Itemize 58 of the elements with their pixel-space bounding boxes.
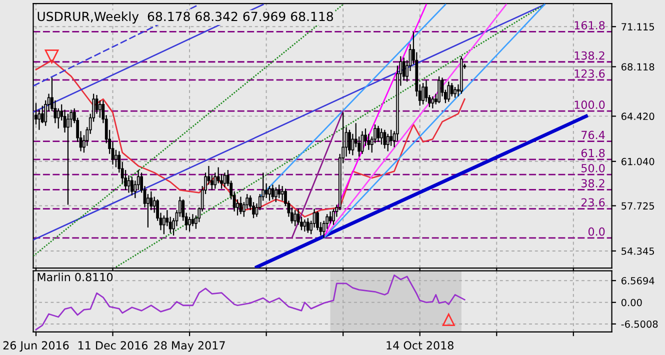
candlestick [454, 86, 456, 98]
candlestick [450, 82, 454, 97]
x-tick-label: 11 Dec 2016 [78, 341, 148, 350]
candlestick [114, 149, 118, 168]
candlestick [223, 172, 226, 188]
candlestick [383, 129, 386, 150]
y-tick-label: 0.00 [621, 298, 642, 306]
y-tick-label: 68.118 [622, 63, 654, 71]
candlestick [390, 129, 393, 146]
candlestick [130, 176, 134, 196]
x-tick-label: 26 Jun 2016 [3, 341, 69, 352]
candlestick [280, 185, 284, 202]
candlestick [239, 196, 242, 215]
candlestick [306, 218, 310, 234]
candlestick [56, 108, 60, 130]
text: USDRUR,Weekly 68.178 68.342 67.969 68.118 [38, 11, 333, 24]
candlestick [264, 182, 268, 199]
line-series [35, 274, 466, 330]
chart-title: Marlin 0.8110 [38, 272, 113, 282]
annotation: 76.4 [582, 130, 605, 140]
candlestick [348, 129, 351, 154]
annotation: 123.6 [574, 69, 605, 78]
y-tick-label: 64.420 [622, 112, 654, 120]
candlestick [431, 96, 434, 109]
annotation: 161.8 [574, 21, 605, 30]
y-tick-label: 54.345 [622, 247, 654, 255]
annotation: 100.0 [574, 100, 605, 109]
annotation: 61.8 [581, 148, 605, 158]
candlestick [188, 216, 191, 232]
annotation: 50.0 [582, 164, 605, 172]
y-tick-label: 71.115 [622, 23, 654, 30]
candlestick [376, 125, 380, 142]
candlestick [66, 113, 70, 206]
candlestick [274, 186, 278, 203]
candlestick [278, 184, 281, 199]
candlestick [191, 214, 194, 227]
candlestick [236, 198, 239, 216]
annotation: 0.0 [588, 227, 605, 236]
y-tick-label: 6.5694 [622, 277, 654, 284]
candlestick [380, 128, 383, 146]
candlestick [422, 82, 425, 105]
candlestick [332, 208, 335, 226]
candlestick [268, 185, 271, 202]
candlestick [294, 210, 297, 227]
y-tick-label: 57.725 [622, 202, 654, 210]
annotation: 38.2 [582, 179, 604, 188]
annotation: 138.2 [574, 51, 604, 60]
candlestick [386, 133, 390, 152]
candlestick [98, 100, 102, 118]
x-tick-label: 14 Oct 2018 [386, 341, 454, 350]
candlestick [146, 193, 150, 228]
annotation: 23.6 [581, 198, 605, 207]
x-tick-label: 28 May 2017 [154, 341, 225, 352]
y-tick-label: -6.5008 [621, 320, 658, 328]
y-tick-label: 61.040 [622, 158, 654, 166]
candlestick [303, 218, 306, 232]
candlestick [438, 76, 441, 104]
candlestick [447, 81, 450, 102]
